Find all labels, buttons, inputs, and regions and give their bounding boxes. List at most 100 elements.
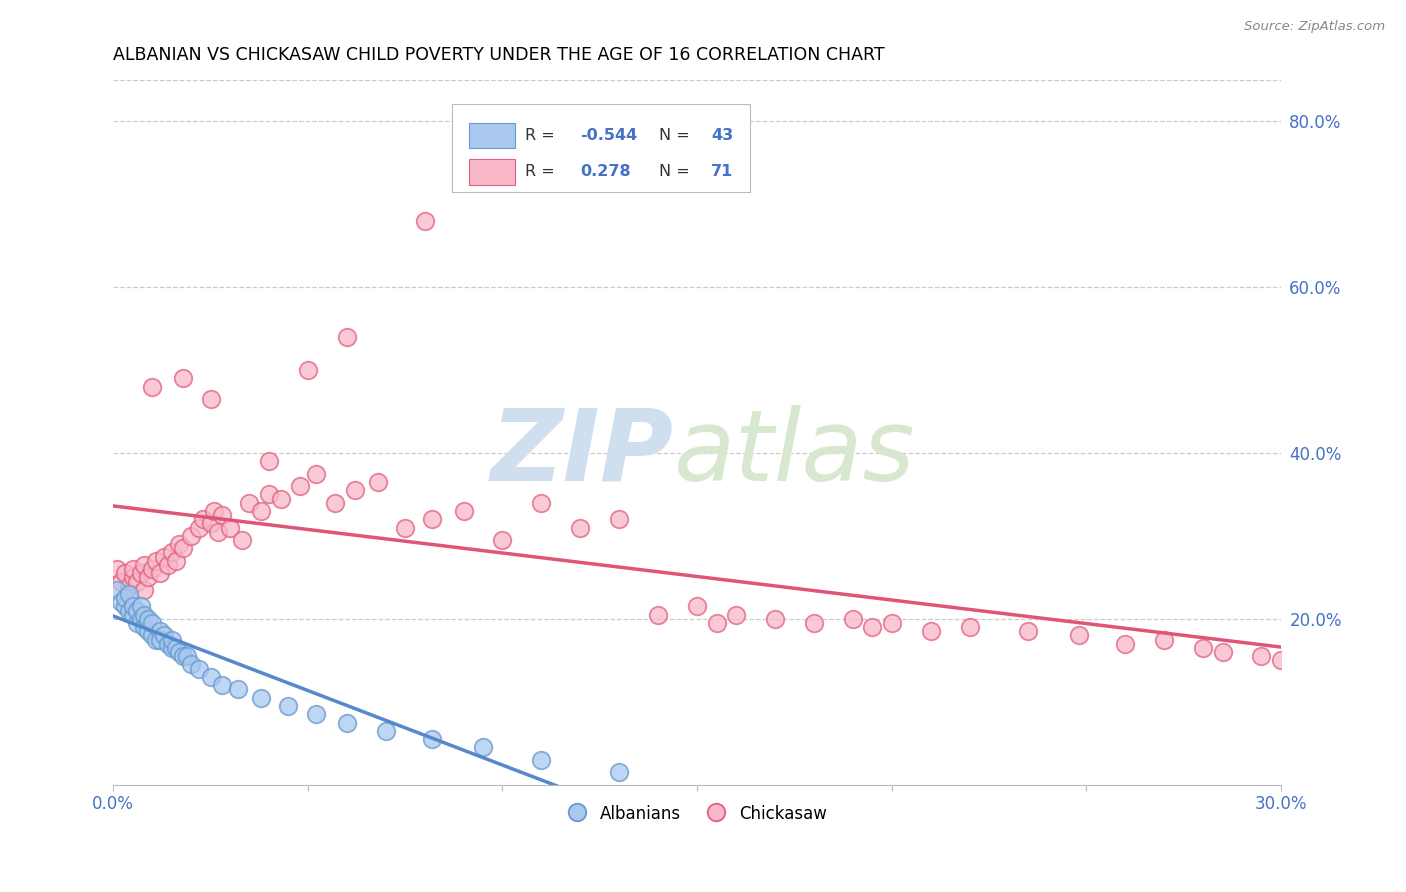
Point bbox=[121, 562, 143, 576]
Point bbox=[1250, 649, 1272, 664]
Point bbox=[145, 554, 167, 568]
Point bbox=[149, 624, 172, 639]
Point bbox=[250, 504, 273, 518]
Point bbox=[141, 628, 163, 642]
Text: 0.278: 0.278 bbox=[581, 164, 631, 179]
Point bbox=[1192, 640, 1215, 655]
Point bbox=[336, 330, 359, 344]
Point bbox=[169, 537, 191, 551]
Point bbox=[156, 637, 179, 651]
Point bbox=[607, 512, 630, 526]
Point bbox=[453, 504, 475, 518]
Point bbox=[125, 574, 148, 589]
Text: R =: R = bbox=[524, 164, 565, 179]
Point bbox=[187, 662, 209, 676]
Point bbox=[413, 213, 436, 227]
Point bbox=[160, 640, 183, 655]
Text: ZIP: ZIP bbox=[491, 405, 673, 502]
Point bbox=[305, 707, 328, 722]
Point bbox=[842, 612, 865, 626]
Point bbox=[763, 612, 786, 626]
Point bbox=[169, 645, 191, 659]
Point bbox=[180, 529, 202, 543]
Point bbox=[226, 682, 249, 697]
Point bbox=[336, 715, 359, 730]
Point bbox=[200, 516, 222, 531]
Point bbox=[129, 599, 152, 614]
Point bbox=[136, 612, 159, 626]
Point bbox=[134, 620, 156, 634]
Point bbox=[172, 371, 194, 385]
Point bbox=[1153, 632, 1175, 647]
Point bbox=[165, 640, 187, 655]
Point bbox=[156, 558, 179, 572]
Point bbox=[1114, 637, 1136, 651]
Point bbox=[125, 615, 148, 630]
Point bbox=[187, 520, 209, 534]
Text: ALBANIAN VS CHICKASAW CHILD POVERTY UNDER THE AGE OF 16 CORRELATION CHART: ALBANIAN VS CHICKASAW CHILD POVERTY UNDE… bbox=[114, 46, 884, 64]
Point bbox=[257, 454, 280, 468]
Point bbox=[200, 670, 222, 684]
Point bbox=[160, 632, 183, 647]
Point bbox=[136, 624, 159, 639]
Point bbox=[724, 607, 747, 622]
Point bbox=[153, 628, 176, 642]
Point bbox=[153, 549, 176, 564]
Point bbox=[706, 615, 728, 630]
Point bbox=[959, 620, 981, 634]
Point bbox=[860, 620, 883, 634]
Point bbox=[141, 615, 163, 630]
Point bbox=[305, 467, 328, 481]
Point bbox=[165, 554, 187, 568]
Point bbox=[129, 612, 152, 626]
Point bbox=[394, 520, 416, 534]
Point bbox=[141, 379, 163, 393]
Point bbox=[110, 595, 132, 609]
Point bbox=[1017, 624, 1039, 639]
Point bbox=[211, 678, 233, 692]
Point bbox=[176, 649, 198, 664]
Point bbox=[149, 566, 172, 581]
Point bbox=[367, 475, 389, 489]
Point bbox=[160, 545, 183, 559]
Point bbox=[422, 512, 444, 526]
Point bbox=[270, 491, 292, 506]
Point bbox=[880, 615, 903, 630]
Point bbox=[530, 753, 553, 767]
Point bbox=[191, 512, 214, 526]
Point bbox=[121, 607, 143, 622]
Point bbox=[110, 574, 132, 589]
Point bbox=[207, 524, 229, 539]
Point bbox=[472, 740, 495, 755]
Text: R =: R = bbox=[524, 128, 560, 143]
Point bbox=[803, 615, 825, 630]
Point bbox=[250, 690, 273, 705]
Point bbox=[491, 533, 513, 547]
Point bbox=[257, 487, 280, 501]
Point bbox=[105, 582, 128, 597]
Text: -0.544: -0.544 bbox=[581, 128, 638, 143]
Point bbox=[647, 607, 669, 622]
FancyBboxPatch shape bbox=[470, 159, 515, 185]
Point bbox=[118, 603, 141, 617]
Point bbox=[172, 541, 194, 556]
Point bbox=[231, 533, 253, 547]
FancyBboxPatch shape bbox=[470, 123, 515, 148]
Point bbox=[121, 599, 143, 614]
Point bbox=[149, 632, 172, 647]
Point bbox=[1067, 628, 1090, 642]
Point bbox=[374, 723, 396, 738]
Point bbox=[145, 632, 167, 647]
Point bbox=[114, 591, 136, 606]
Point bbox=[118, 579, 141, 593]
Point bbox=[172, 649, 194, 664]
Legend: Albanians, Chickasaw: Albanians, Chickasaw bbox=[560, 797, 834, 830]
Point bbox=[141, 562, 163, 576]
Point bbox=[920, 624, 942, 639]
Point bbox=[136, 570, 159, 584]
Text: N =: N = bbox=[659, 164, 695, 179]
Point bbox=[530, 496, 553, 510]
Point bbox=[323, 496, 346, 510]
Text: Source: ZipAtlas.com: Source: ZipAtlas.com bbox=[1244, 20, 1385, 33]
Point bbox=[114, 599, 136, 614]
